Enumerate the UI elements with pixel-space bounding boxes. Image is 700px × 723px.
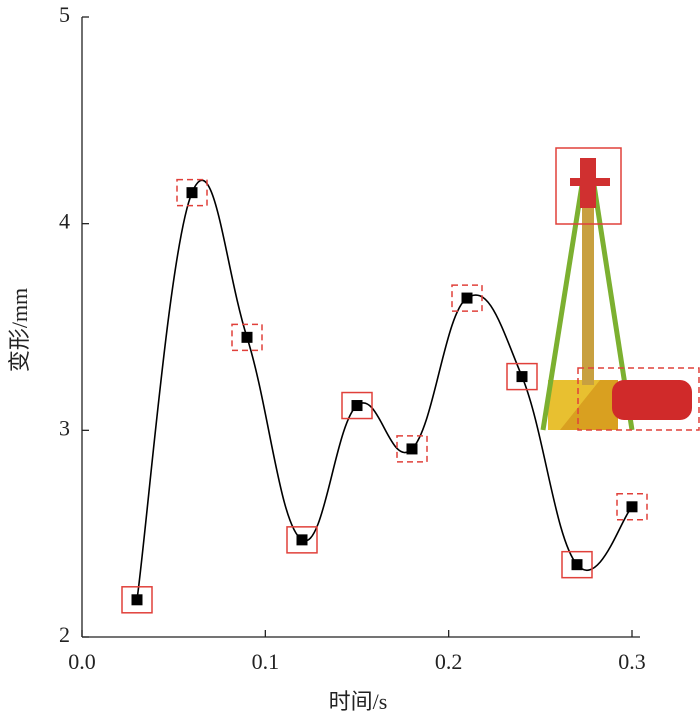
inset-leg xyxy=(540,184,585,431)
inset-base-face xyxy=(548,380,600,430)
point xyxy=(461,292,473,304)
y-tick-label: 5 xyxy=(59,2,70,27)
marker-box xyxy=(231,323,263,352)
marker-box xyxy=(286,526,318,554)
x-axis-label: 时间/s xyxy=(329,689,388,714)
marker-box xyxy=(561,550,593,579)
marker-box xyxy=(396,435,428,463)
x-tick-label: 0.0 xyxy=(68,649,96,674)
x-tick-label: 0.3 xyxy=(618,649,646,674)
point xyxy=(571,559,583,571)
marker-box xyxy=(506,362,538,391)
point xyxy=(241,331,253,343)
marker-box xyxy=(616,493,648,521)
x-tick-label: 0.2 xyxy=(435,649,463,674)
point xyxy=(186,187,198,199)
point xyxy=(131,594,143,606)
marker-box xyxy=(121,586,153,614)
marker-box xyxy=(341,391,373,420)
y-tick-label: 4 xyxy=(59,209,70,234)
point xyxy=(296,534,308,546)
inset-structure xyxy=(540,147,700,431)
inset-head xyxy=(580,158,596,208)
inset-cylinder xyxy=(612,380,692,420)
point xyxy=(351,400,363,412)
y-tick-label: 2 xyxy=(59,622,70,647)
y-axis-label: 变形/mm xyxy=(7,288,32,372)
point xyxy=(406,443,418,455)
point xyxy=(626,501,638,513)
inset-column xyxy=(582,200,594,385)
inset-box xyxy=(577,367,700,431)
x-tick-label: 0.1 xyxy=(252,649,280,674)
marker-box xyxy=(451,284,483,312)
inset-box xyxy=(555,147,622,225)
point xyxy=(516,371,528,383)
marker-box xyxy=(176,178,208,207)
y-tick-label: 3 xyxy=(59,415,70,440)
